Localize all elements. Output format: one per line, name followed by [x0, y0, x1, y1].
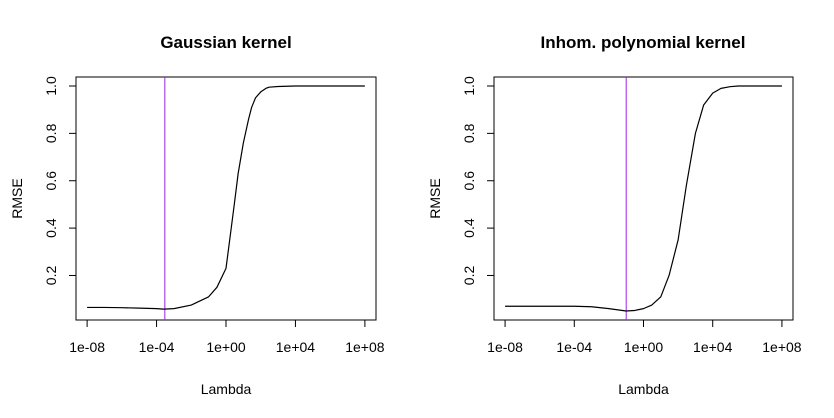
x-tick-label: 1e-08: [69, 339, 105, 355]
x-tick-label: 1e+08: [345, 339, 385, 355]
rmse-series-line: [87, 85, 365, 310]
x-axis-label: Lambda: [618, 381, 669, 397]
y-tick-label: 0.6: [43, 171, 59, 191]
x-axis-label: Lambda: [201, 381, 252, 397]
y-axis-label: RMSE: [9, 178, 25, 218]
x-tick-label: 1e+04: [693, 339, 733, 355]
y-tick-label: 0.2: [461, 266, 477, 286]
y-tick-label: 0.2: [43, 266, 59, 286]
plot-frame: [75, 76, 377, 321]
x-tick-label: 1e-08: [487, 339, 523, 355]
y-tick-label: 0.4: [43, 218, 59, 238]
y-axis: 0.2 0.4 0.6 0.8 1.0: [461, 76, 494, 285]
chart-title: Inhom. polynomial kernel: [541, 33, 746, 52]
chart-title: Gaussian kernel: [160, 33, 291, 52]
x-tick-label: 1e+00: [624, 339, 664, 355]
y-tick-label: 0.8: [461, 123, 477, 143]
y-tick-label: 0.4: [461, 218, 477, 238]
y-tick-label: 0.6: [461, 171, 477, 191]
rmse-series-line: [505, 85, 782, 312]
x-tick-label: 1e+08: [762, 339, 802, 355]
y-tick-label: 1.0: [43, 76, 59, 96]
x-axis: 1e-08 1e-04 1e+00 1e+04 1e+08: [487, 320, 802, 355]
plot-frame: [493, 76, 794, 321]
x-tick-label: 1e+00: [206, 339, 246, 355]
gaussian-kernel-panel: Gaussian kernel 1e-08 1e-04 1e+00 1e+04 1e+08…: [9, 33, 385, 397]
x-tick-label: 1e-04: [556, 339, 592, 355]
y-tick-label: 0.8: [43, 123, 59, 143]
x-axis: 1e-08 1e-04 1e+00 1e+04 1e+08: [69, 320, 385, 355]
x-tick-label: 1e-04: [139, 339, 175, 355]
y-axis: 0.2 0.4 0.6 0.8 1.0: [43, 76, 76, 285]
y-axis-label: RMSE: [427, 178, 443, 218]
x-tick-label: 1e+04: [276, 339, 316, 355]
y-tick-label: 1.0: [461, 76, 477, 96]
